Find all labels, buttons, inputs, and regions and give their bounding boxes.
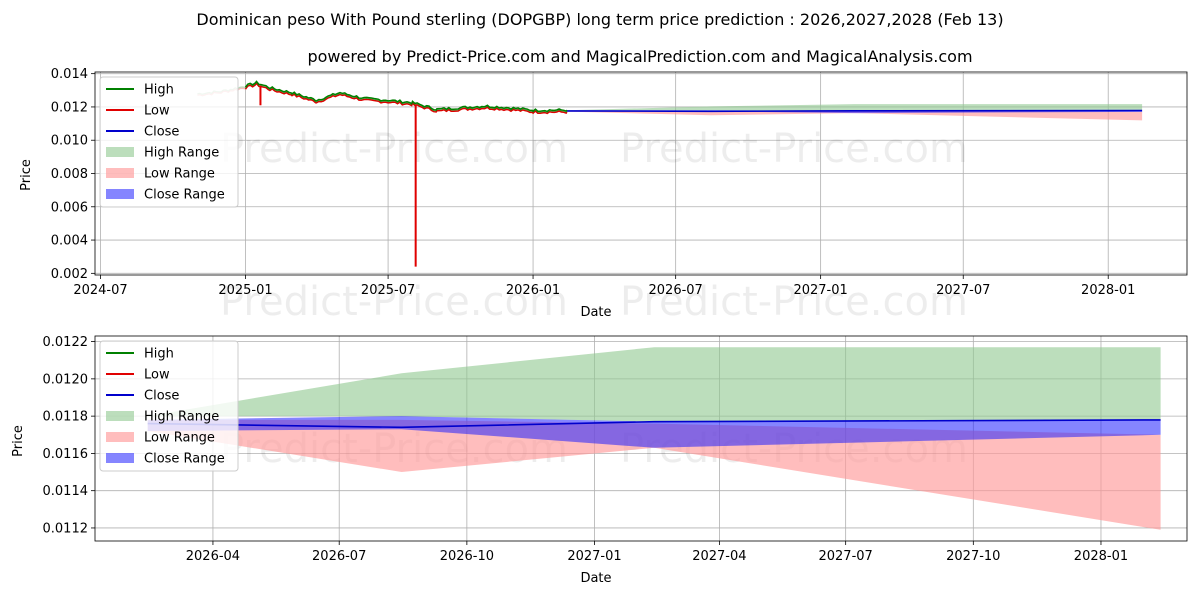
- x-tick-label: 2026-01: [506, 283, 560, 298]
- legend-high-range-swatch: [106, 411, 134, 421]
- plot-frame: [94, 335, 1188, 542]
- legend-close-range-swatch: [106, 189, 134, 199]
- legend-close-label: Close: [144, 125, 179, 140]
- y-tick-label: 0.0114: [43, 484, 89, 499]
- legend-high-range-label: High Range: [144, 146, 219, 161]
- legend-high-range-swatch: [106, 147, 134, 157]
- high-range-band: [147, 347, 1161, 422]
- legend-low-label: Low: [144, 368, 170, 383]
- legend-high-label: High: [144, 83, 174, 98]
- top-panel: 2024-07 2025-01 2025-07 2026-01 2026-07 2027-…: [19, 67, 1188, 325]
- x-tick-label: 2026-04: [186, 549, 240, 564]
- close-forecast-line: [566, 109, 1143, 113]
- grid-lines: [95, 72, 1187, 275]
- legend-close-range-swatch: [106, 453, 134, 463]
- y-tick-label: 0.010: [51, 134, 88, 149]
- y-tick-label: 0.008: [51, 167, 88, 182]
- y-tick-label: 0.0120: [43, 372, 89, 387]
- x-tick-label: 2027-10: [946, 549, 1000, 564]
- legend-high-range-label: High Range: [144, 410, 219, 425]
- legend-low: Low: [106, 104, 170, 119]
- x-tick-label: 2026-07: [312, 549, 366, 564]
- y-tick-label: 0.014: [51, 67, 88, 82]
- legend-high-label: High: [144, 347, 174, 362]
- watermark: Predict-Price.com: [620, 126, 968, 172]
- legend-high-range: High Range: [106, 410, 219, 425]
- close-range-band: [147, 416, 1161, 448]
- x-tick-label: 2027-01: [567, 549, 621, 564]
- x-tick-label: 2024-07: [73, 283, 127, 298]
- x-tick-label: 2027-04: [692, 549, 746, 564]
- watermark: Predict-Price.com: [220, 126, 568, 172]
- legend-close: Close: [106, 125, 179, 140]
- x-tick-label: 2027-07: [936, 283, 990, 298]
- legend-high: High: [106, 83, 174, 98]
- close-history-line: [245, 81, 568, 113]
- legend-close-range: Close Range: [106, 188, 225, 203]
- high-range-band: [566, 104, 1143, 111]
- high-history-line: [244, 80, 568, 113]
- legend-box: [99, 76, 239, 208]
- x-tick-label: 2027-01: [793, 283, 847, 298]
- y-tick-label: 0.0112: [43, 521, 89, 536]
- y-tick-label: 0.006: [51, 200, 88, 215]
- legend-high: High: [106, 347, 174, 362]
- legend-close: Close: [106, 389, 179, 404]
- y-tick-label: 0.012: [51, 100, 88, 115]
- y-tick-label: 0.0116: [43, 447, 89, 462]
- x-axis-label: Date: [580, 305, 611, 320]
- legend-low-range-label: Low Range: [144, 431, 215, 446]
- plot-frame: [94, 71, 1188, 276]
- y-tick-label: 0.004: [51, 234, 88, 249]
- legend-low-range: Low Range: [106, 167, 215, 182]
- legend-low-range-label: Low Range: [144, 167, 215, 182]
- low-range-band: [566, 110, 1143, 121]
- legend-low: Low: [106, 368, 170, 383]
- legend-close-range: Close Range: [106, 452, 225, 467]
- y-axis-label: Price: [11, 425, 26, 457]
- close-forecast-line: [147, 419, 1161, 429]
- x-tick-label: 2027-07: [818, 549, 872, 564]
- legend-low-label: Low: [144, 104, 170, 119]
- chart-subtitle: powered by Predict-Price.com and Magical…: [307, 47, 972, 66]
- legend-close-range-label: Close Range: [144, 452, 225, 467]
- low-history-line: [244, 82, 568, 115]
- x-tick-label: 2028-01: [1081, 283, 1135, 298]
- x-tick-label: 2025-07: [361, 283, 415, 298]
- legend-high-range: High Range: [106, 146, 219, 161]
- watermark: Predict-Price.com: [220, 279, 568, 325]
- legend-box: [99, 340, 239, 472]
- y-tick-label: 0.0118: [43, 410, 89, 425]
- legend-low-range-swatch: [106, 168, 134, 178]
- x-tick-label: 2025-01: [218, 283, 272, 298]
- x-tick-label: 2026-10: [440, 549, 494, 564]
- chart-title: Dominican peso With Pound sterling (DOPG…: [196, 10, 1003, 29]
- x-tick-label: 2028-01: [1074, 549, 1128, 564]
- watermark: Predict-Price.com: [620, 279, 968, 325]
- y-tick-label: 0.0122: [43, 335, 89, 350]
- y-tick-label: 0.002: [51, 267, 88, 282]
- low-range-band: [147, 419, 1161, 530]
- x-axis-label: Date: [580, 571, 611, 586]
- legend-low-range-swatch: [106, 432, 134, 442]
- y-axis-label: Price: [19, 159, 34, 191]
- legend-close-label: Close: [144, 389, 179, 404]
- bottom-panel: 2026-04 2026-07 2026-10 2027-01 2027-04 2027-…: [11, 335, 1188, 586]
- legend-close-range-label: Close Range: [144, 188, 225, 203]
- x-tick-label: 2026-07: [649, 283, 703, 298]
- legend-low-range: Low Range: [106, 431, 215, 446]
